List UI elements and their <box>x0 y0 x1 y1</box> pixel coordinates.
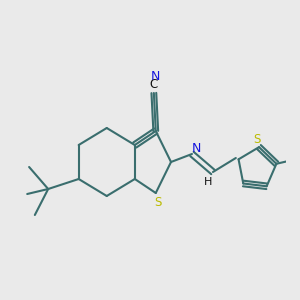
Text: S: S <box>254 133 261 146</box>
Text: N: N <box>192 142 201 154</box>
Text: S: S <box>154 196 161 209</box>
Text: C: C <box>150 79 158 92</box>
Text: I: I <box>299 153 300 166</box>
Text: H: H <box>204 177 212 187</box>
Text: N: N <box>151 70 160 83</box>
